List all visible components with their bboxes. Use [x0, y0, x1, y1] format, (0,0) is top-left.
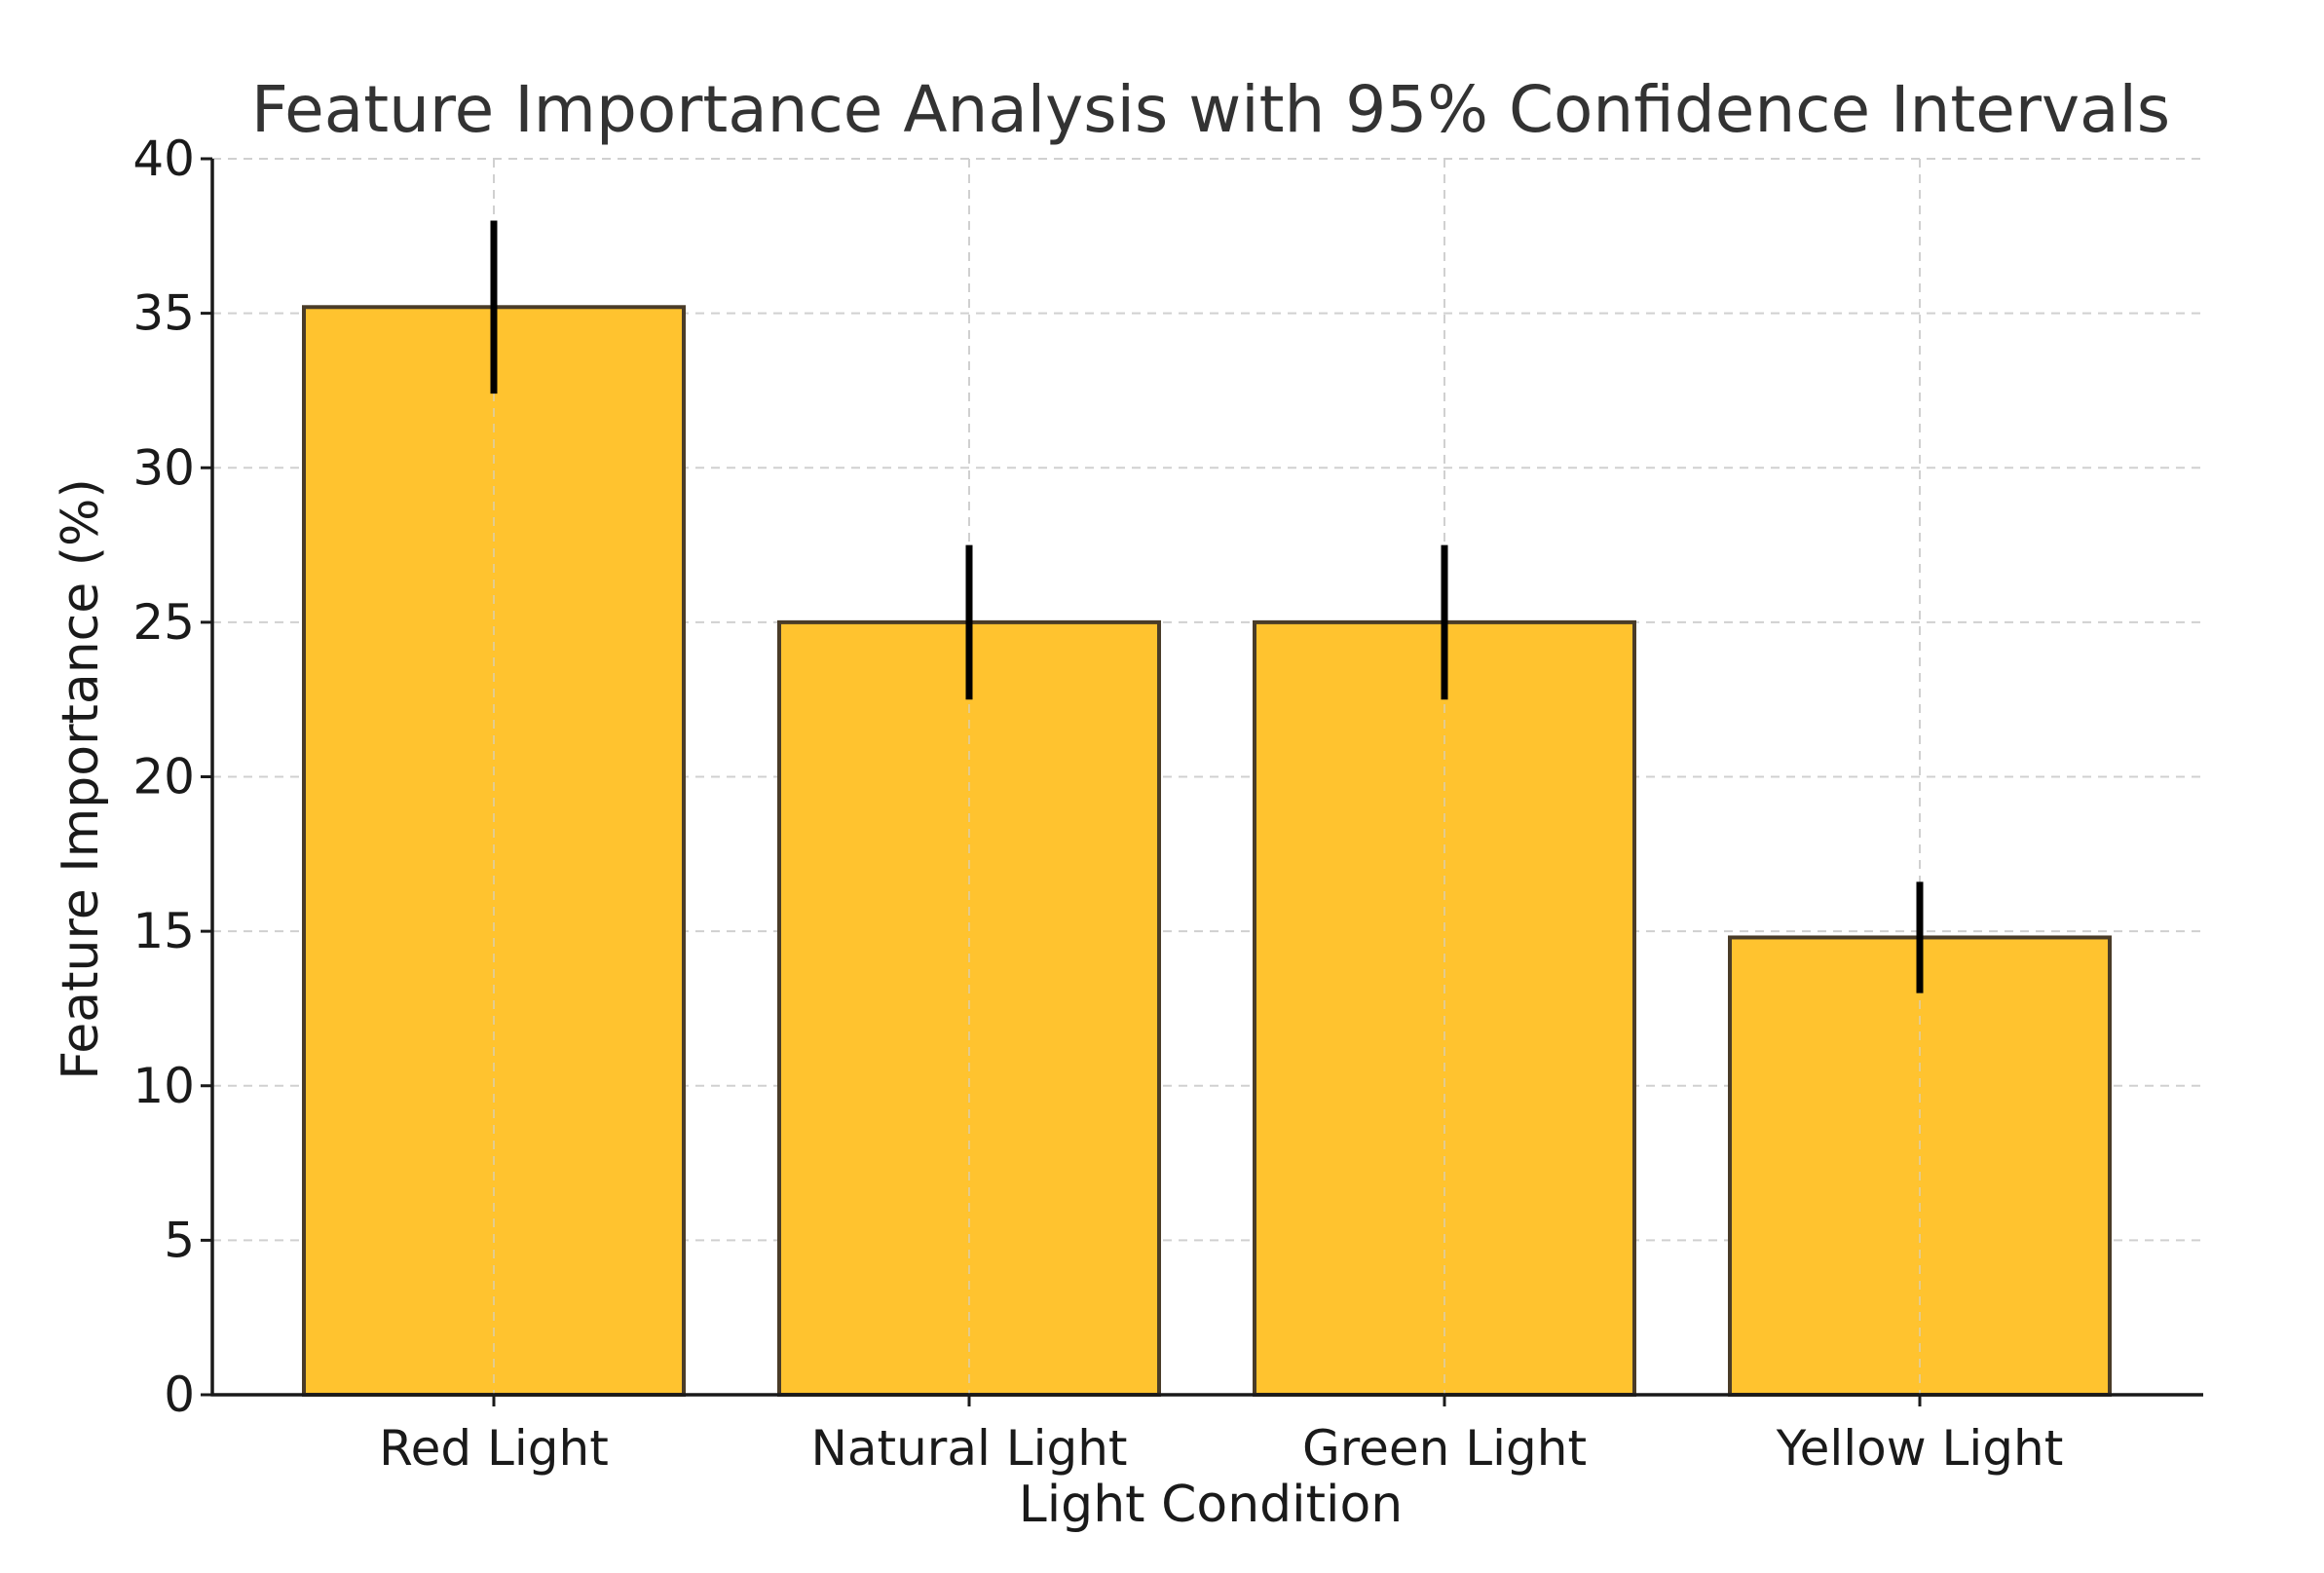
- x-axis-label: Light Condition: [1019, 1476, 1403, 1534]
- chart-title: Feature Importance Analysis with 95% Con…: [251, 72, 2170, 147]
- y-tick-label: 35: [132, 285, 195, 342]
- y-tick-label: 20: [132, 749, 195, 805]
- y-axis-label: Feature Importance (%): [52, 478, 110, 1080]
- y-tick-label: 0: [164, 1367, 195, 1423]
- y-tick-label: 5: [164, 1212, 195, 1268]
- axis-layer: [201, 157, 2203, 1406]
- y-tick-label: 15: [132, 903, 195, 959]
- y-tick-label: 10: [132, 1058, 195, 1114]
- x-tick-labels: Red Light Natural Light Green Light Yellow …: [379, 1420, 2063, 1477]
- x-tick-label: Green Light: [1302, 1420, 1587, 1477]
- y-tick-label: 25: [132, 594, 195, 651]
- x-tick-label: Yellow Light: [1776, 1420, 2064, 1477]
- x-tick-label: Natural Light: [810, 1420, 1127, 1477]
- y-tick-label: 30: [132, 439, 195, 496]
- y-tick-label: 40: [132, 131, 195, 187]
- x-tick-label: Red Light: [379, 1420, 609, 1477]
- bar-layer: [302, 159, 2112, 1397]
- y-tick-labels: 0 5 10 15 20 25 30 35 40: [132, 131, 195, 1423]
- error-bar-layer: [490, 220, 1924, 993]
